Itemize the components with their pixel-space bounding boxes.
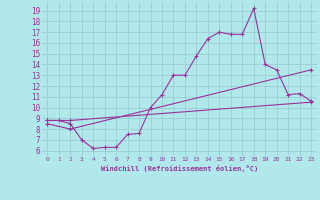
- X-axis label: Windchill (Refroidissement éolien,°C): Windchill (Refroidissement éolien,°C): [100, 165, 258, 172]
